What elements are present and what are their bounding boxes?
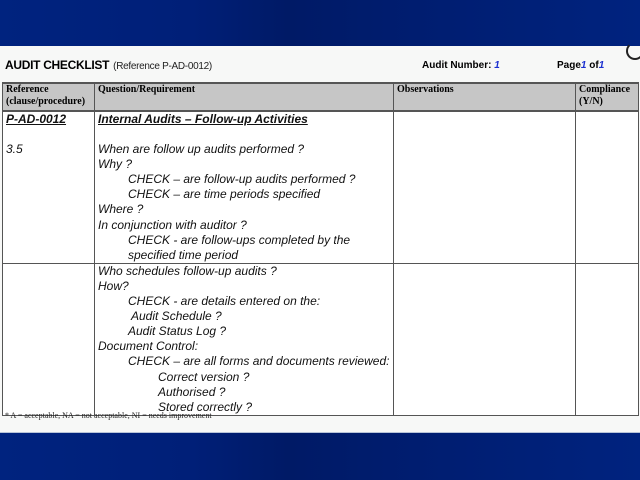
header-text: Reference [6, 84, 49, 95]
reference-code: P-AD-0012 [6, 112, 67, 126]
question-line: When are follow up audits performed ? [98, 142, 305, 157]
table-row: P-AD-0012 3.5 Internal Audits – Follow-u… [2, 110, 639, 264]
check-line: CHECK - are details entered on the: [128, 294, 321, 309]
check-line: specified time period [128, 247, 239, 262]
question-line: Document Control: [98, 339, 199, 354]
observations-cell[interactable] [393, 262, 576, 416]
page-of: of [589, 60, 599, 71]
page-label: Page [557, 60, 581, 71]
header-text: (clause/procedure) [6, 96, 86, 107]
question-line: How? [98, 278, 129, 293]
header-text: Compliance [579, 84, 631, 95]
header-compliance: Compliance (Y/N) [575, 82, 639, 112]
check-line: CHECK – are follow-up audits performed ? [128, 172, 356, 187]
check-line: Audit Status Log ? [128, 324, 227, 339]
observations-cell[interactable] [393, 110, 576, 264]
check-line: CHECK - are follow-ups completed by the [128, 232, 351, 247]
header-reference: Reference (clause/procedure) [2, 82, 95, 112]
compliance-cell[interactable] [575, 262, 639, 416]
check-line: CHECK – are time periods specified [128, 187, 321, 202]
check-line: Authorised ? [158, 384, 226, 399]
audit-number: Audit Number: 1 [422, 60, 500, 71]
question-line: Who schedules follow-up audits ? [98, 263, 277, 278]
header-question: Question/Requirement [94, 82, 394, 112]
header-observations: Observations [393, 82, 576, 112]
question-line: In conjunction with auditor ? [98, 217, 247, 232]
reference-cell: P-AD-0012 3.5 [2, 110, 95, 264]
check-line: Stored correctly ? [158, 399, 253, 414]
reference-text: (Reference P-AD-0012) [113, 61, 212, 72]
title-text: AUDIT CHECKLIST [5, 58, 110, 72]
check-line: Audit Schedule ? [131, 309, 222, 324]
header-text: (Y/N) [579, 96, 603, 107]
footnote: * A = acceptable, NA = not acceptable, N… [5, 411, 212, 420]
check-line: CHECK – are all forms and documents revi… [128, 354, 390, 369]
section-title: Internal Audits – Follow-up Activities [98, 112, 308, 126]
audit-checklist-table: Reference (clause/procedure) Question/Req… [2, 82, 639, 416]
audit-number-label: Audit Number: [422, 60, 492, 71]
document-page: AUDIT CHECKLIST (Reference P-AD-0012) Aud… [0, 42, 640, 433]
page-indicator: Page1 of1 [557, 60, 604, 71]
page-total: 1 [598, 60, 605, 71]
table-row: Who schedules follow-up audits ? How? CH… [2, 262, 639, 416]
page-title: AUDIT CHECKLIST (Reference P-AD-0012) [5, 58, 212, 72]
clause-number: 3.5 [6, 142, 23, 157]
compliance-cell[interactable] [575, 110, 639, 264]
question-line: Why ? [98, 157, 133, 172]
question-line: Where ? [98, 202, 144, 217]
page-current: 1 [580, 60, 587, 71]
decorative-swirl-icon [626, 42, 640, 60]
question-cell: Who schedules follow-up audits ? How? CH… [94, 262, 394, 416]
table-header-row: Reference (clause/procedure) Question/Req… [2, 82, 639, 112]
check-line: Correct version ? [158, 369, 250, 384]
question-cell: Internal Audits – Follow-up Activities W… [94, 110, 394, 264]
audit-number-value: 1 [494, 60, 500, 71]
reference-cell [2, 262, 95, 416]
